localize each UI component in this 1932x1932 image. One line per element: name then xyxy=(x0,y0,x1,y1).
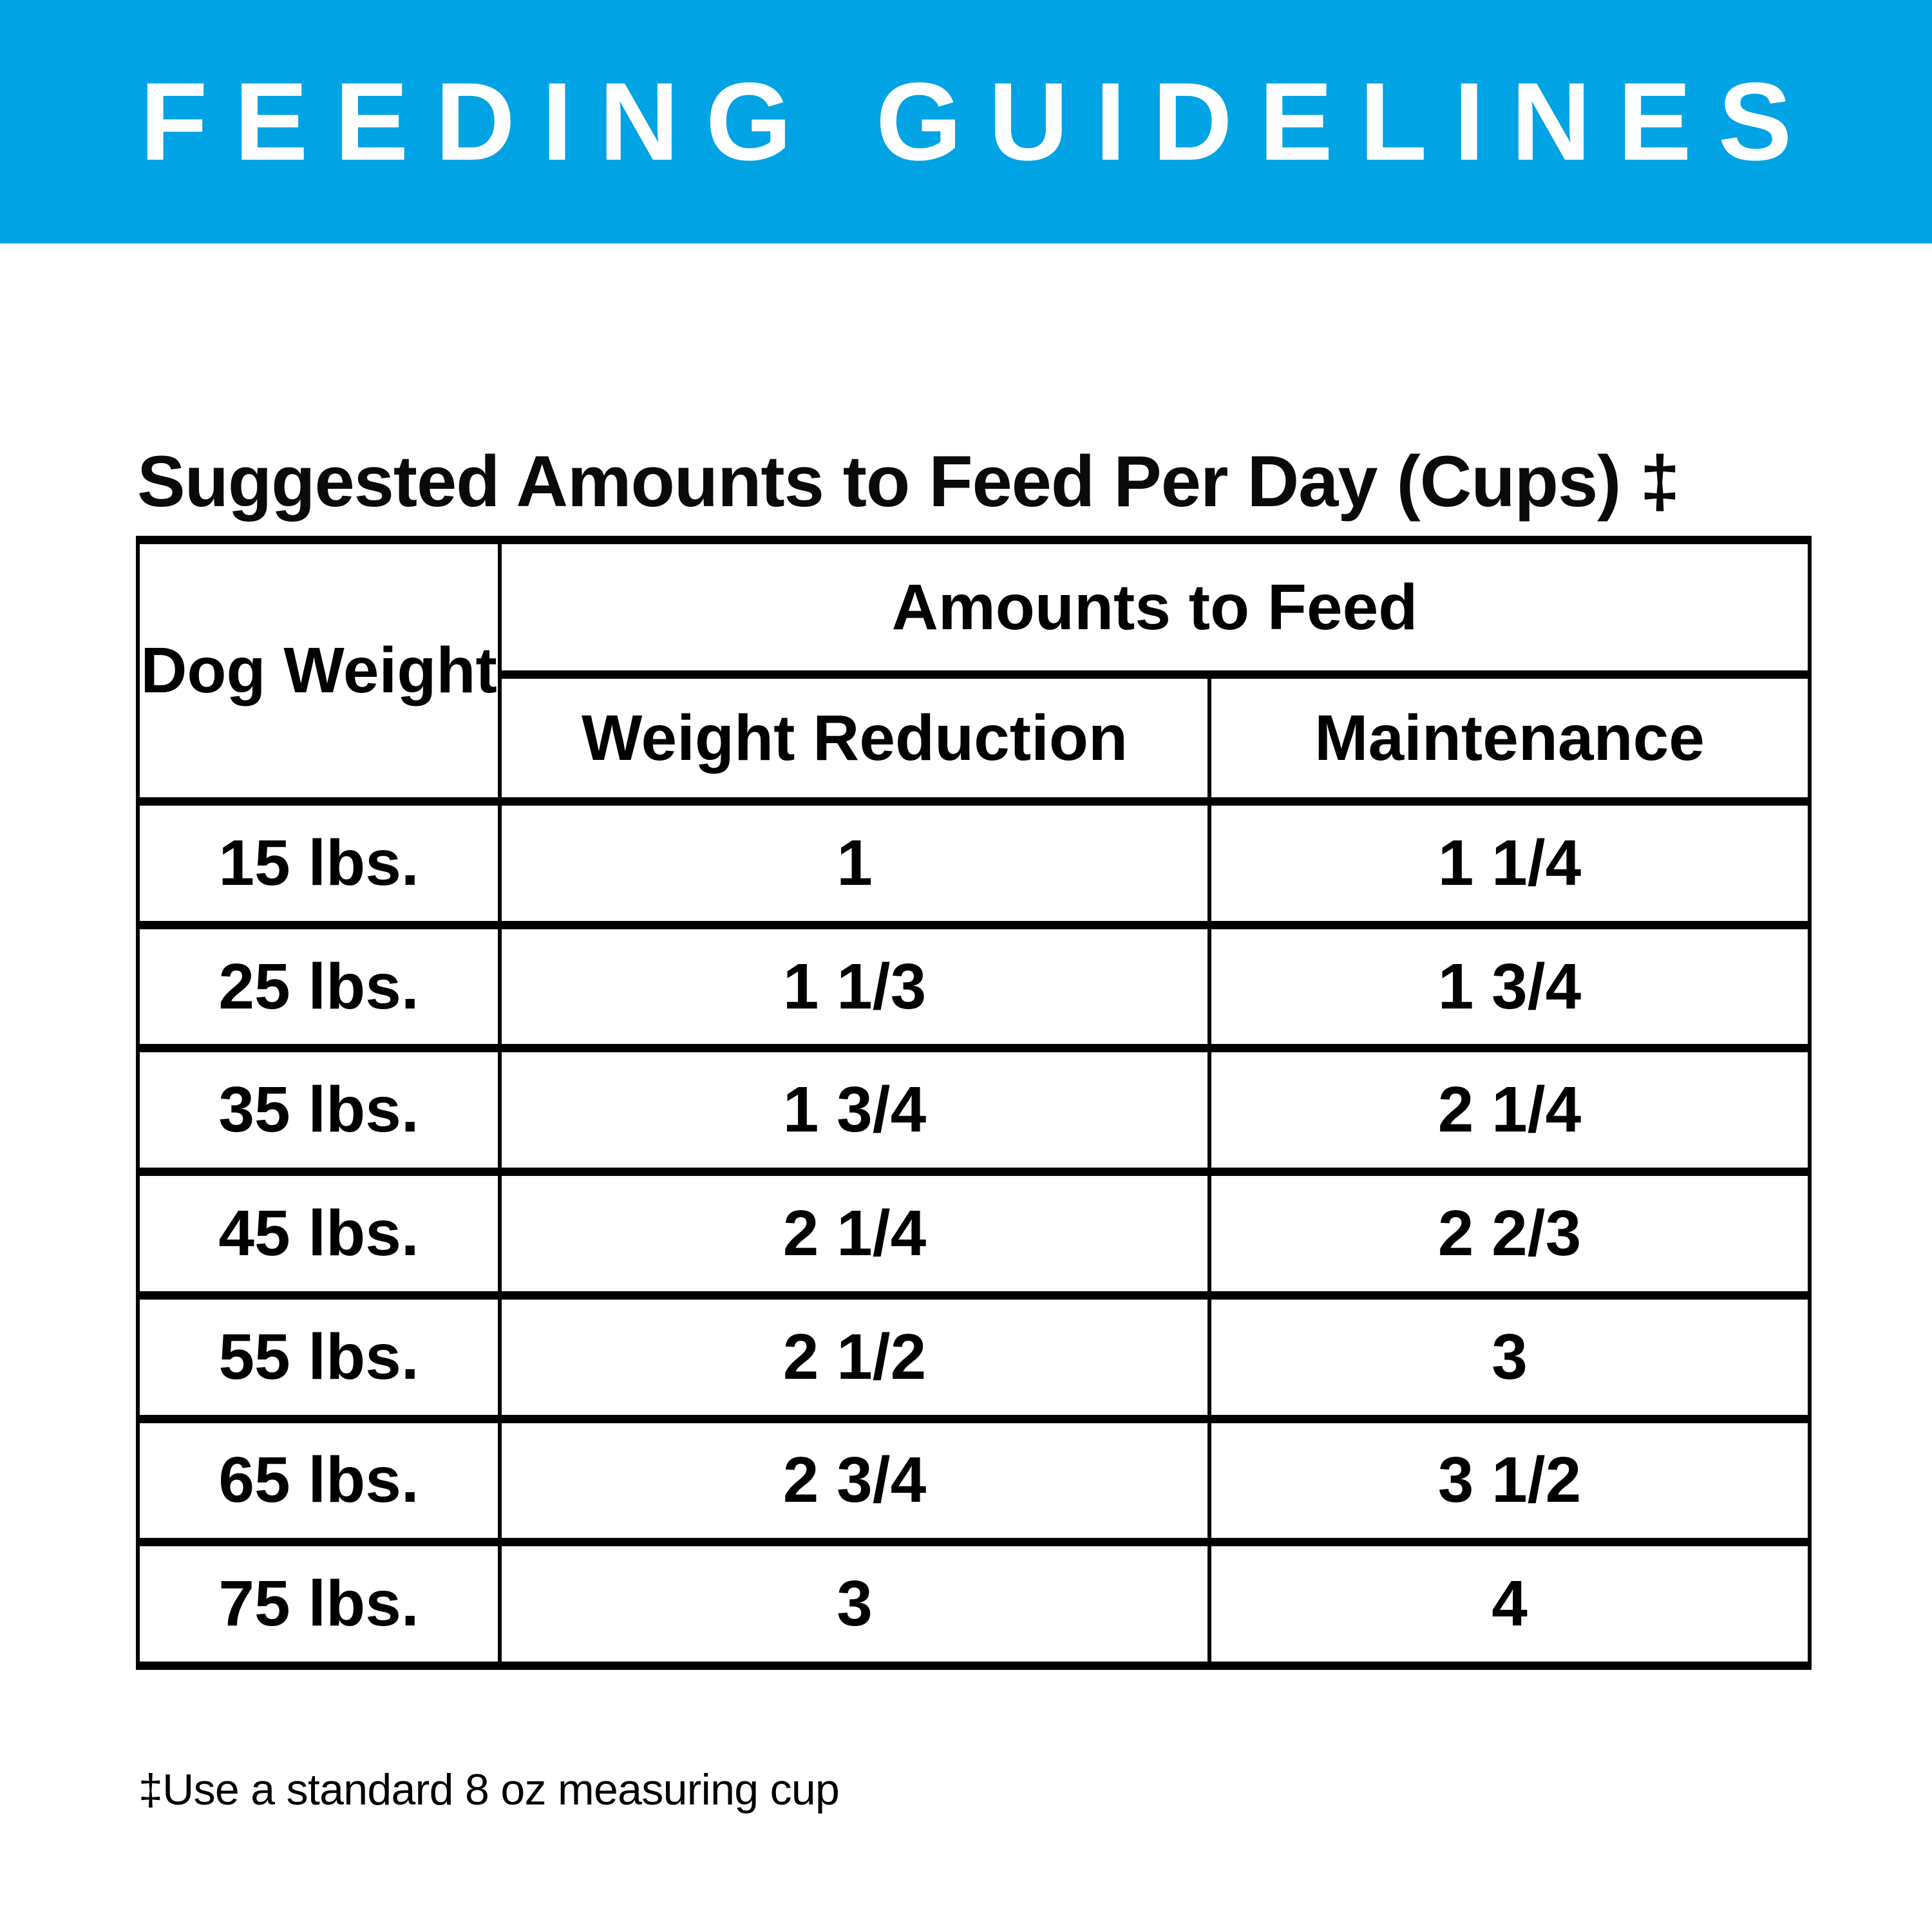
table-row: 75 lbs. 3 4 xyxy=(136,1538,1812,1670)
row-weight-cell: 65 lbs. xyxy=(136,1414,502,1547)
row-weight-reduction-cell: 3 xyxy=(498,1538,1211,1670)
row-weight-cell: 45 lbs. xyxy=(136,1168,502,1300)
row-weight-cell: 55 lbs. xyxy=(136,1291,502,1423)
table-header-row-columns: Weight Reduction Maintenance xyxy=(138,670,1812,806)
row-weight-cell: 35 lbs. xyxy=(136,1044,502,1177)
dog-weight-header: Dog Weight xyxy=(136,536,502,806)
table-row: 45 lbs. 2 1/4 2 2/3 xyxy=(136,1168,1812,1300)
table-row: 55 lbs. 2 1/2 3 xyxy=(136,1291,1812,1423)
row-maintenance-cell: 4 xyxy=(1208,1538,1812,1670)
section-title: Suggested Amounts to Feed Per Day (Cups)… xyxy=(137,440,1680,522)
table-header-row-group: Dog Weight Amounts to Feed xyxy=(136,536,1812,806)
row-maintenance-cell: 3 xyxy=(1208,1291,1812,1423)
measuring-cup-footnote: ‡Use a standard 8 oz measuring cup xyxy=(138,1765,840,1814)
row-weight-reduction-cell: 1 1/3 xyxy=(498,920,1211,1053)
row-maintenance-cell: 2 1/4 xyxy=(1208,1044,1812,1177)
feeding-guidelines-banner: FEEDING GUIDELINES xyxy=(0,0,1932,243)
row-weight-cell: 15 lbs. xyxy=(136,797,502,929)
table-row: 25 lbs. 1 1/3 1 3/4 xyxy=(136,920,1812,1053)
table-row: 35 lbs. 1 3/4 2 1/4 xyxy=(136,1044,1812,1177)
row-maintenance-cell: 1 3/4 xyxy=(1208,920,1812,1053)
row-maintenance-cell: 3 1/2 xyxy=(1208,1414,1812,1547)
table-row: 65 lbs. 2 3/4 3 1/2 xyxy=(136,1414,1812,1547)
feeding-amounts-table: Dog Weight Amounts to Feed Weight Reduct… xyxy=(136,536,1812,1670)
row-weight-reduction-cell: 2 1/4 xyxy=(498,1168,1211,1300)
maintenance-header: Maintenance xyxy=(1208,670,1812,806)
table-body: 15 lbs. 1 1 1/4 25 lbs. 1 1/3 1 3/4 35 lbs. 1 3… xyxy=(136,797,1812,1670)
row-weight-reduction-cell: 1 3/4 xyxy=(498,1044,1211,1177)
row-maintenance-cell: 1 1/4 xyxy=(1208,797,1812,929)
row-weight-reduction-cell: 2 3/4 xyxy=(498,1414,1211,1547)
row-weight-cell: 25 lbs. xyxy=(136,920,502,1053)
row-weight-reduction-cell: 2 1/2 xyxy=(498,1291,1211,1423)
row-weight-reduction-cell: 1 xyxy=(498,797,1211,929)
weight-reduction-header: Weight Reduction xyxy=(498,670,1211,806)
row-weight-cell: 75 lbs. xyxy=(136,1538,502,1670)
amounts-to-feed-header: Amounts to Feed xyxy=(498,536,1812,679)
row-maintenance-cell: 2 2/3 xyxy=(1208,1168,1812,1300)
table-row: 15 lbs. 1 1 1/4 xyxy=(136,797,1812,929)
banner-title: FEEDING GUIDELINES xyxy=(140,60,1819,184)
